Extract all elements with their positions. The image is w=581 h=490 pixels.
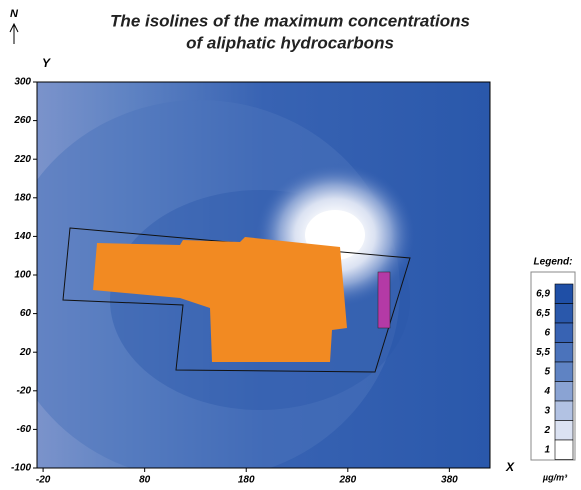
legend-label: 5 bbox=[544, 366, 550, 377]
y-tick-label: 220 bbox=[13, 154, 31, 165]
legend-label: 3 bbox=[544, 405, 550, 416]
legend-swatch bbox=[554, 420, 574, 441]
legend-unit: µg/m³ bbox=[542, 472, 568, 482]
legend-swatch bbox=[554, 400, 574, 421]
y-tick-label: 100 bbox=[14, 270, 31, 281]
y-tick-label: 20 bbox=[19, 347, 32, 358]
y-tick-label: 180 bbox=[14, 192, 31, 203]
contour-field bbox=[37, 82, 490, 468]
y-tick-label: 60 bbox=[20, 308, 32, 319]
legend-swatch bbox=[554, 283, 574, 304]
legend-label: 2 bbox=[543, 425, 550, 436]
y-tick-label: -60 bbox=[17, 424, 32, 435]
north-arrow bbox=[9, 22, 19, 44]
legend-swatch bbox=[554, 361, 574, 382]
legend-swatch bbox=[554, 303, 574, 324]
y-tick-label: 140 bbox=[14, 231, 31, 242]
legend-swatch bbox=[554, 381, 574, 402]
y-tick-label: 260 bbox=[13, 115, 31, 126]
legend-label: 6 bbox=[544, 327, 550, 338]
x-tick-label: 280 bbox=[338, 475, 356, 486]
y-axis-label: Y bbox=[42, 56, 51, 70]
x-tick-label: -20 bbox=[36, 475, 51, 486]
chart-title: of aliphatic hydrocarbons bbox=[186, 33, 394, 52]
y-tick-label: -20 bbox=[17, 385, 32, 396]
north-label: N bbox=[10, 8, 19, 20]
legend-swatch bbox=[554, 439, 574, 460]
legend-label: 4 bbox=[543, 386, 550, 397]
chart-title: The isolines of the maximum concentratio… bbox=[110, 11, 470, 30]
x-tick-label: 180 bbox=[238, 475, 255, 486]
x-tick-label: 380 bbox=[441, 475, 458, 486]
legend-label: 1 bbox=[544, 444, 550, 455]
y-tick-label: -100 bbox=[11, 463, 31, 474]
legend-title: Legend: bbox=[534, 257, 573, 268]
legend-label: 6,5 bbox=[536, 308, 550, 319]
x-axis-label: X bbox=[505, 460, 515, 474]
x-tick-label: 80 bbox=[139, 475, 151, 486]
legend-label: 5,5 bbox=[536, 347, 550, 358]
legend-swatch bbox=[554, 322, 574, 343]
legend-label: 6,9 bbox=[536, 288, 550, 299]
legend-swatch bbox=[554, 342, 574, 363]
y-tick-label: 300 bbox=[14, 77, 31, 88]
